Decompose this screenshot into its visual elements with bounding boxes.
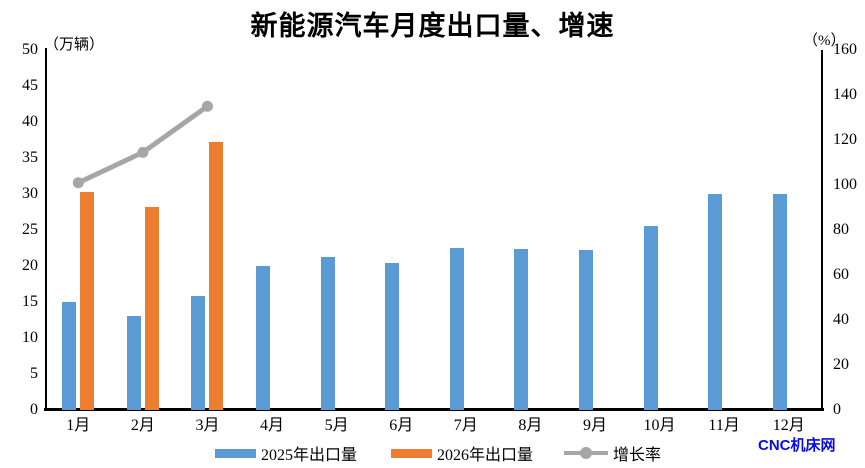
bar-2025年出口量-5月 (320, 257, 335, 410)
bar-2025年出口量-11月 (708, 194, 723, 410)
legend-label-growth: 增长率 (613, 447, 662, 464)
right-axis-tick-label: 160 (833, 41, 857, 58)
left-axis-tick-label: 0 (30, 401, 38, 418)
left-axis-tick-label: 20 (22, 257, 38, 274)
bar-2025年出口量-12月 (772, 194, 787, 410)
left-axis-unit: （万辆） (44, 37, 105, 53)
right-axis-tick-label: 40 (833, 311, 849, 328)
growth-line (75, 103, 210, 186)
right-axis-tick-label: 60 (833, 266, 849, 283)
growth-point (137, 146, 149, 158)
x-axis-label: 7月 (453, 417, 478, 434)
right-axis-tick-label: 20 (833, 356, 849, 373)
right-axis-unit: （%） (803, 33, 846, 49)
x-axis-label: 10月 (643, 417, 676, 434)
left-axis-tick-label: 25 (22, 221, 38, 238)
left-axis-tick-label: 5 (30, 365, 38, 382)
growth-point (201, 100, 213, 112)
bar-2026年出口量-1月 (80, 191, 95, 410)
bar-2025年出口量-4月 (256, 266, 271, 410)
bar-2025年出口量-1月 (62, 302, 77, 410)
x-axis-label: 6月 (389, 417, 414, 434)
legend-swatch-growth (564, 446, 608, 460)
x-axis-label: 4月 (260, 417, 285, 434)
x-axis-label: 1月 (66, 417, 91, 434)
legend: 2025年出口量 2026年出口量 增长率 (0, 443, 865, 464)
x-axis-line (44, 408, 824, 411)
x-axis-label: 12月 (772, 417, 805, 434)
legend-item-2026: 2026年出口量 (391, 443, 534, 464)
legend-label-2025: 2025年出口量 (261, 447, 358, 464)
left-axis-tick-label: 35 (22, 149, 38, 166)
bar-2026年出口量-3月 (209, 142, 224, 410)
x-axis-label: 11月 (708, 417, 740, 434)
right-axis-line (821, 50, 823, 411)
left-axis-tick-label: 40 (22, 113, 38, 130)
x-axis-label: 9月 (582, 417, 607, 434)
x-axis-label: 3月 (195, 417, 220, 434)
legend-growth-dot-mark (580, 447, 592, 459)
right-axis-tick-label: 140 (833, 86, 857, 103)
left-axis-tick-label: 30 (22, 185, 38, 202)
bar-2025年出口量-9月 (578, 250, 593, 410)
right-axis-tick-label: 100 (833, 176, 857, 193)
bar-2026年出口量-2月 (144, 206, 159, 410)
left-axis-tick-label: 15 (22, 293, 38, 310)
right-axis-tick-label: 80 (833, 221, 849, 238)
legend-swatch-2025 (215, 448, 256, 458)
bar-2025年出口量-7月 (449, 248, 464, 410)
x-axis-label: 2月 (130, 417, 155, 434)
bar-2025年出口量-8月 (514, 249, 529, 410)
chart-title: 新能源汽车月度出口量、增速 (250, 11, 615, 41)
left-axis-line (45, 48, 47, 411)
x-axis-label: 5月 (324, 417, 349, 434)
legend-item-growth: 增长率 (564, 443, 662, 464)
bar-2025年出口量-6月 (385, 263, 400, 410)
legend-swatch-2026 (391, 448, 432, 458)
x-axis-label: 8月 (518, 417, 543, 434)
growth-point (72, 177, 84, 189)
right-axis-tick-label: 120 (833, 131, 857, 148)
legend-item-2025: 2025年出口量 (215, 443, 358, 464)
left-axis-tick-label: 45 (22, 77, 38, 94)
left-axis-tick-label: 10 (22, 329, 38, 346)
legend-label-2026: 2026年出口量 (437, 447, 534, 464)
bar-2025年出口量-10月 (643, 225, 658, 410)
watermark: CNC机床网 (758, 437, 836, 454)
left-axis-tick-label: 50 (22, 41, 38, 58)
right-axis-tick-label: 0 (833, 401, 841, 418)
bar-2025年出口量-2月 (126, 315, 141, 410)
bar-2025年出口量-3月 (191, 296, 206, 410)
